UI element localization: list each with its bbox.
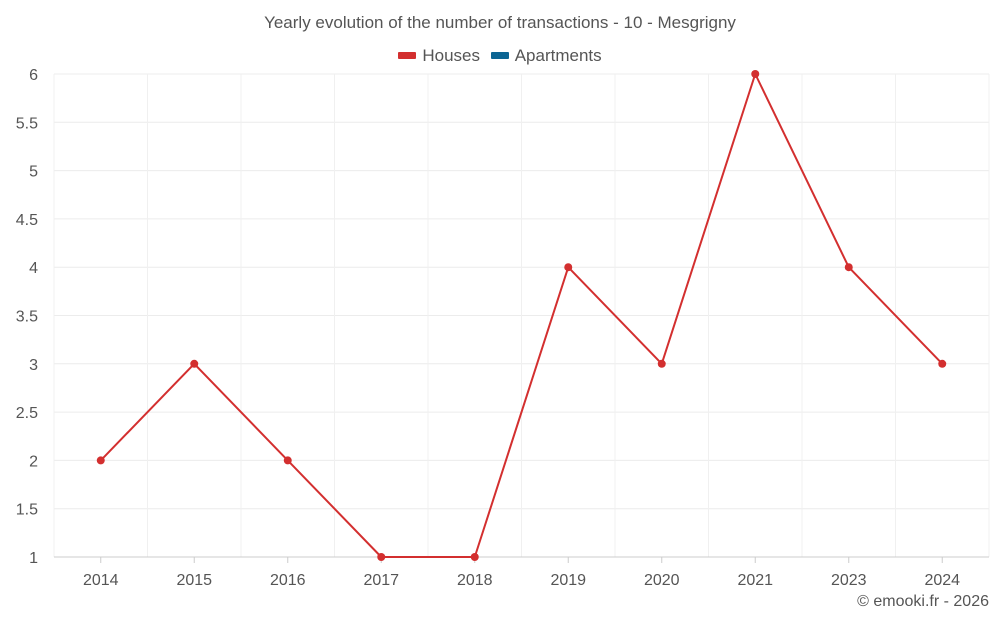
chart-title: Yearly evolution of the number of transa… <box>264 13 736 32</box>
data-point-houses-2023 <box>844 263 853 272</box>
y-tick-label: 2.5 <box>16 405 38 422</box>
data-point-houses-2021 <box>751 70 760 78</box>
data-point-houses-2020 <box>657 359 666 368</box>
data-point-houses-2014 <box>96 456 105 465</box>
legend-swatch-houses <box>398 52 417 59</box>
legend-label-houses: Houses <box>422 45 480 65</box>
x-tick-label: 2014 <box>83 572 119 589</box>
x-tick-label: 2018 <box>457 572 493 589</box>
x-tick-label: 2019 <box>550 572 586 589</box>
y-tick-label: 5 <box>29 164 38 181</box>
x-tick-label: 2021 <box>737 572 773 589</box>
legend-swatch-apartments <box>490 52 509 59</box>
y-tick-label: 5.5 <box>16 115 38 132</box>
legend: Houses Apartments <box>0 44 1000 66</box>
data-point-houses-2019 <box>564 263 573 272</box>
legend-item-houses[interactable]: Houses <box>398 46 480 66</box>
x-tick-label: 2017 <box>363 572 399 589</box>
y-tick-label: 4.5 <box>16 212 38 229</box>
data-point-houses-2018 <box>470 553 479 561</box>
data-point-houses-2016 <box>283 456 292 465</box>
x-tick-label: 2024 <box>924 572 960 589</box>
legend-item-apartments[interactable]: Apartments <box>490 45 602 66</box>
series-line-houses <box>100 73 943 558</box>
y-tick-label: 6 <box>29 67 38 84</box>
data-point-houses-2015 <box>190 359 199 368</box>
legend-label-apartments: Apartments <box>514 45 602 65</box>
y-tick-label: 1.5 <box>16 502 38 519</box>
x-tick-label: 2023 <box>831 572 867 589</box>
y-tick-label: 3 <box>29 357 38 374</box>
axes: 1 1.5 2 2.5 3 3.5 4 4.5 5 5.5 6 2014 2015 2016 2017 201… <box>16 67 989 589</box>
x-tick-label: 2020 <box>644 572 680 589</box>
x-tick-label: 2015 <box>176 572 212 589</box>
data-point-houses-2017 <box>377 553 386 561</box>
credit: © emooki.fr - 2026 <box>857 593 989 610</box>
series <box>96 70 947 561</box>
data-point-houses-2024 <box>938 359 947 368</box>
y-tick-label: 2 <box>29 453 38 470</box>
y-tick-label: 4 <box>29 260 38 277</box>
grid <box>53 73 990 558</box>
x-tick-label: 2016 <box>270 572 306 589</box>
y-tick-label: 1 <box>29 550 38 567</box>
y-tick-label: 3.5 <box>16 309 38 326</box>
